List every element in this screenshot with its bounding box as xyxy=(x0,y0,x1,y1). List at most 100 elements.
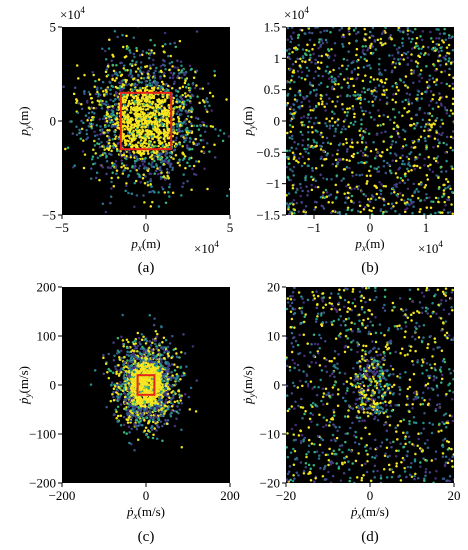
data-point xyxy=(361,79,365,83)
data-point xyxy=(294,48,298,51)
data-point xyxy=(176,399,179,403)
data-point xyxy=(64,147,67,151)
data-point xyxy=(411,37,414,41)
data-point xyxy=(161,353,164,357)
data-point xyxy=(115,91,119,94)
data-point xyxy=(105,405,108,409)
data-point xyxy=(120,370,123,374)
data-point xyxy=(336,124,340,127)
data-point xyxy=(310,183,313,187)
data-point xyxy=(148,116,152,120)
data-point xyxy=(137,73,140,77)
data-point xyxy=(330,87,334,91)
data-point xyxy=(101,80,105,84)
data-point xyxy=(109,88,112,92)
data-point xyxy=(369,174,372,177)
data-point xyxy=(119,403,123,406)
data-point xyxy=(163,402,167,405)
data-point xyxy=(112,398,116,402)
data-point xyxy=(129,127,132,131)
data-point xyxy=(197,142,201,146)
data-point xyxy=(174,144,178,148)
data-point xyxy=(159,64,163,68)
data-point xyxy=(196,117,200,121)
data-point xyxy=(405,92,409,95)
data-point xyxy=(371,104,375,107)
data-point xyxy=(307,164,310,167)
y-axis-label: py(m) xyxy=(240,106,257,136)
data-point xyxy=(181,93,184,97)
data-point xyxy=(111,85,115,89)
data-point xyxy=(379,208,383,211)
data-point xyxy=(179,396,183,399)
data-point xyxy=(162,132,166,135)
data-point xyxy=(347,125,351,128)
data-point xyxy=(304,212,307,215)
data-point xyxy=(197,160,201,163)
data-point xyxy=(133,123,136,126)
data-point xyxy=(310,126,314,129)
data-point xyxy=(444,58,447,61)
data-point xyxy=(195,30,199,33)
data-point xyxy=(152,52,156,55)
data-point xyxy=(122,415,126,419)
data-point xyxy=(351,145,354,149)
data-point xyxy=(382,114,386,117)
data-point xyxy=(420,97,423,100)
data-point xyxy=(357,66,360,70)
data-point xyxy=(299,152,302,156)
data-point xyxy=(172,376,176,379)
data-point xyxy=(147,119,151,123)
data-point xyxy=(323,158,326,161)
data-point xyxy=(177,68,180,72)
data-point xyxy=(169,398,173,401)
data-point xyxy=(131,59,134,63)
data-point xyxy=(431,77,435,80)
data-point xyxy=(132,137,135,141)
data-point xyxy=(217,134,220,138)
data-point xyxy=(128,49,131,52)
data-point xyxy=(286,165,288,169)
data-point xyxy=(429,134,432,138)
data-point xyxy=(89,177,93,180)
data-point xyxy=(426,46,430,49)
data-point xyxy=(107,376,111,380)
data-point xyxy=(401,44,405,48)
data-point xyxy=(75,98,78,101)
data-point xyxy=(400,198,403,202)
data-point xyxy=(162,115,165,118)
data-point xyxy=(179,365,183,369)
data-point xyxy=(402,51,406,55)
data-point xyxy=(139,352,142,355)
data-point xyxy=(179,113,183,116)
data-point xyxy=(151,338,155,341)
data-point xyxy=(143,103,146,106)
data-point xyxy=(130,353,133,357)
data-point xyxy=(423,186,426,189)
data-point xyxy=(112,371,115,375)
data-point xyxy=(146,360,150,363)
data-point xyxy=(107,105,111,109)
data-point xyxy=(127,191,130,195)
data-point xyxy=(147,48,151,52)
data-point xyxy=(192,164,196,168)
data-point xyxy=(150,151,153,154)
data-point xyxy=(348,166,351,170)
x-tick-label: −1 xyxy=(307,220,321,235)
data-point xyxy=(417,47,421,50)
data-point xyxy=(361,154,365,157)
data-point xyxy=(107,148,111,152)
data-point xyxy=(142,173,145,177)
data-point xyxy=(303,78,307,81)
data-point xyxy=(386,115,390,119)
data-point xyxy=(296,142,300,146)
data-point xyxy=(169,54,173,58)
data-point xyxy=(130,413,133,417)
data-point xyxy=(131,165,134,169)
data-point xyxy=(129,156,133,159)
data-point xyxy=(106,140,109,144)
data-point xyxy=(403,106,406,110)
data-point xyxy=(117,364,120,367)
data-point xyxy=(408,203,411,207)
data-point xyxy=(423,213,426,215)
